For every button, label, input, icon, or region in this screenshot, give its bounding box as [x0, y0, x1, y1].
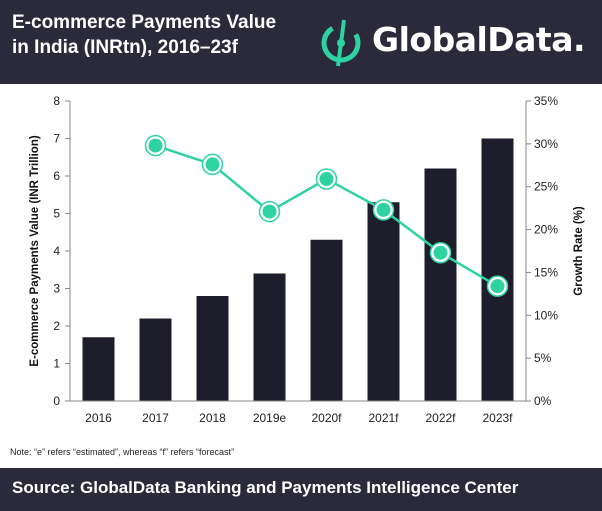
y2-tick-label: 25%	[534, 180, 558, 194]
bar	[481, 138, 514, 401]
globaldata-logo-icon	[321, 19, 361, 67]
x-tick-label: 2017	[142, 411, 169, 425]
growth-rate-point-core	[148, 138, 163, 153]
y2-tick-label: 5%	[534, 351, 552, 365]
growth-rate-point-core	[205, 157, 220, 172]
bar	[139, 318, 172, 401]
x-tick-label: 2023f	[482, 411, 513, 425]
source-text: Source: GlobalData Banking and Payments …	[12, 478, 519, 497]
bar	[82, 337, 115, 401]
growth-rate-point-core	[433, 245, 448, 260]
title-line-2: in India (INRtn), 2016–23f	[12, 37, 238, 58]
y-tick-label: 2	[53, 319, 60, 333]
y-tick-label: 3	[53, 282, 60, 296]
chart-title: E-commerce Payments Value in India (INRt…	[12, 10, 312, 60]
y-tick-label: 0	[53, 394, 60, 408]
growth-rate-point-core	[490, 279, 505, 294]
bar	[310, 239, 343, 401]
growth-rate-point-core	[376, 202, 391, 217]
y2-tick-label: 30%	[534, 137, 558, 151]
growth-rate-point-core	[319, 172, 334, 186]
y-tick-label: 1	[53, 357, 60, 371]
y2-tick-label: 15%	[534, 265, 558, 279]
y-tick-label: 5	[53, 207, 60, 221]
y2-tick-label: 35%	[534, 94, 558, 108]
footnote: Note: “e” refers “estimated”, whereas “f…	[10, 447, 235, 457]
y2-tick-label: 20%	[534, 223, 558, 237]
logo-text: GlobalData.	[372, 20, 586, 59]
y-tick-label: 7	[53, 132, 60, 146]
x-tick-label: 2020f	[311, 411, 342, 425]
growth-rate-point-core	[262, 204, 277, 219]
y-tick-label: 4	[53, 244, 60, 258]
y2-axis-label: Growth Rate (%)	[573, 206, 585, 296]
x-tick-label: 2018	[199, 411, 226, 425]
x-tick-label: 2019e	[253, 411, 287, 425]
footer: Source: GlobalData Banking and Payments …	[0, 468, 602, 511]
x-tick-label: 2016	[85, 411, 112, 425]
y-axis-label: E-commerce Payments Value (INR Trillion)	[29, 135, 41, 367]
y-tick-label: 6	[53, 169, 60, 183]
bar	[367, 202, 400, 401]
y-tick-label: 8	[53, 94, 60, 108]
x-tick-label: 2022f	[425, 411, 456, 425]
x-tick-label: 2021f	[368, 411, 399, 425]
title-line-1: E-commerce Payments Value	[12, 12, 277, 33]
bar	[253, 273, 286, 401]
chart: 0 1 2 3 4 5 6 7 8 0% 5% 10% 15% 20% 25% 30% 35% 2016 2017 2…	[29, 94, 585, 425]
y2-tick-label: 10%	[534, 308, 558, 322]
globaldata-logo: GlobalData.	[316, 14, 592, 70]
header: E-commerce Payments Value in India (INRt…	[0, 0, 602, 84]
y2-tick-label: 0%	[534, 394, 552, 408]
bar	[424, 168, 457, 401]
bar	[196, 296, 229, 401]
